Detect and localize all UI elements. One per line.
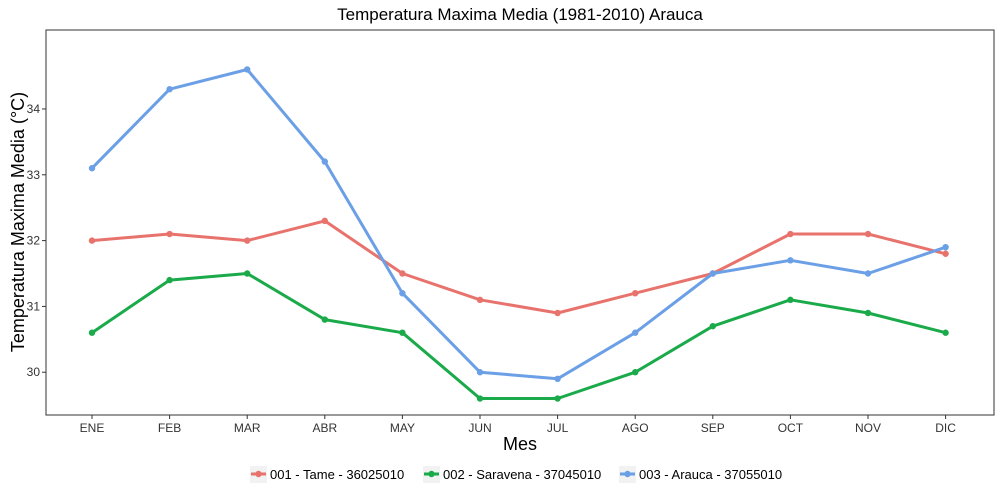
data-point xyxy=(709,322,716,330)
data-point xyxy=(399,329,406,336)
data-point xyxy=(399,290,406,297)
chart-title: Temperatura Maxima Media (1981-2010) Ara… xyxy=(337,5,703,24)
data-point xyxy=(88,237,96,244)
y-tick-label: 33 xyxy=(27,168,41,182)
data-point xyxy=(709,270,716,277)
y-tick-label: 31 xyxy=(27,299,41,313)
data-point xyxy=(787,230,794,238)
series-line xyxy=(90,68,948,381)
y-tick-label: 32 xyxy=(27,234,41,248)
legend-key-point xyxy=(624,470,631,478)
data-point xyxy=(244,66,251,73)
data-point xyxy=(88,165,96,172)
series-layer xyxy=(88,66,949,402)
x-tick-label: MAR xyxy=(234,421,261,435)
series-3 xyxy=(88,66,949,383)
y-axis: 30 31 32 33 34 xyxy=(27,102,46,379)
data-point xyxy=(632,329,639,336)
series-2 xyxy=(88,270,949,402)
data-point xyxy=(476,395,484,402)
legend-key-point xyxy=(255,470,262,478)
data-point xyxy=(864,270,872,277)
legend-item: 002 - Saravena - 37045010 xyxy=(423,466,601,483)
x-tick-label: FEB xyxy=(158,421,181,435)
data-point xyxy=(244,270,251,277)
x-tick-label: JUL xyxy=(547,421,569,435)
data-point xyxy=(942,250,949,257)
legend: 001 - Tame - 36025010 002 - Saravena - 37… xyxy=(250,466,782,483)
data-point xyxy=(554,309,561,317)
series-1 xyxy=(88,217,949,317)
data-point xyxy=(166,230,173,238)
legend-label: 002 - Saravena - 37045010 xyxy=(443,467,601,482)
legend-label: 003 - Arauca - 37055010 xyxy=(639,467,782,482)
data-point xyxy=(632,290,639,297)
x-tick-label: MAY xyxy=(390,421,415,435)
data-point xyxy=(244,237,251,244)
x-axis: ENE FEB MAR ABR MAY JUN JUL AGO SEP OCT NOV DIC xyxy=(80,415,956,435)
y-axis-title: Temperatura Maxima Media (°C) xyxy=(8,92,28,352)
y-tick-label: 30 xyxy=(27,365,41,379)
x-tick-label: ENE xyxy=(80,421,105,435)
data-point xyxy=(321,158,328,165)
data-point xyxy=(864,309,872,317)
data-point xyxy=(787,296,794,304)
series-line xyxy=(90,219,948,315)
y-tick-label: 34 xyxy=(27,102,41,116)
data-point xyxy=(476,296,484,304)
data-point xyxy=(399,270,406,277)
data-point xyxy=(787,257,794,264)
plot-panel xyxy=(45,29,995,416)
data-point xyxy=(632,369,639,376)
data-point xyxy=(321,217,328,225)
data-point xyxy=(88,329,96,336)
data-point xyxy=(942,329,949,336)
data-point xyxy=(476,369,484,376)
x-tick-label: OCT xyxy=(778,421,804,435)
x-axis-title: Mes xyxy=(503,434,537,454)
legend-item: 003 - Arauca - 37055010 xyxy=(619,466,782,483)
data-point xyxy=(554,395,561,402)
legend-key-point xyxy=(428,470,435,478)
x-tick-label: DIC xyxy=(935,421,956,435)
x-tick-label: NOV xyxy=(855,421,881,435)
x-tick-label: AGO xyxy=(622,421,649,435)
data-point xyxy=(321,316,328,323)
x-tick-label: ABR xyxy=(312,421,337,435)
data-point xyxy=(554,375,561,383)
x-tick-label: JUN xyxy=(468,421,491,435)
data-point xyxy=(166,276,173,284)
legend-item: 001 - Tame - 36025010 xyxy=(250,466,404,483)
data-point xyxy=(864,230,872,238)
x-tick-label: SEP xyxy=(701,421,725,435)
legend-label: 001 - Tame - 36025010 xyxy=(270,467,404,482)
data-point xyxy=(166,86,173,93)
data-point xyxy=(942,243,949,251)
series-line xyxy=(90,272,948,400)
